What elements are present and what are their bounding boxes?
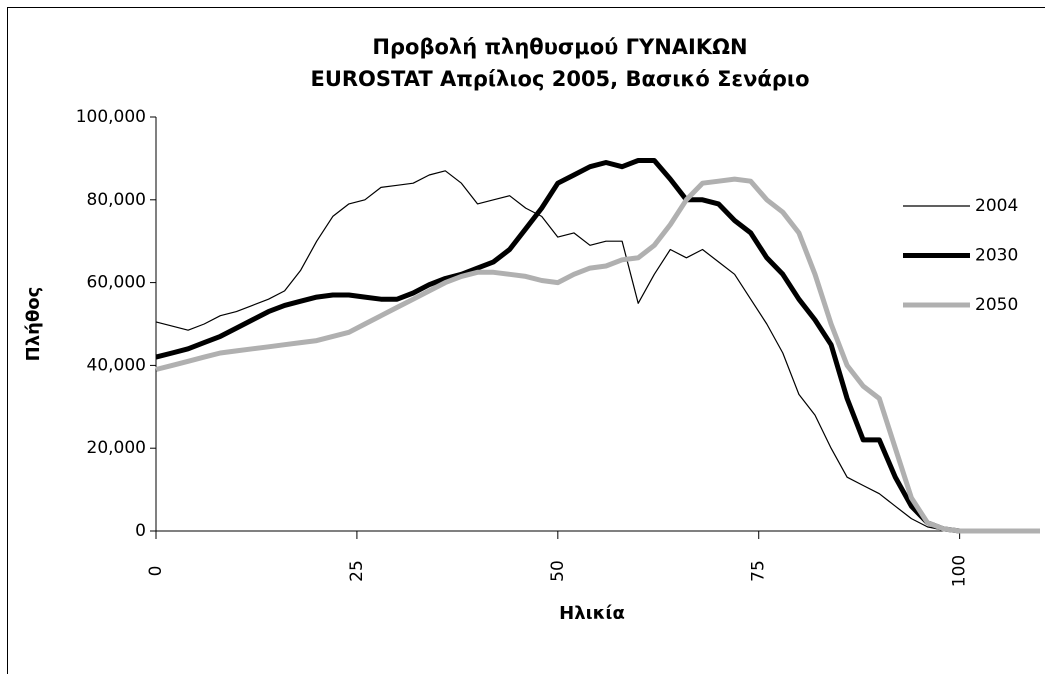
series-line (155, 158, 960, 534)
series-line (155, 170, 960, 532)
x-tick-label: 50 (548, 560, 568, 582)
y-tick-label: 40,000 (87, 355, 146, 375)
y-tick-label: 60,000 (87, 273, 146, 293)
x-axis-title: Ηλικία (559, 603, 625, 624)
y-tick-label: 0 (135, 521, 146, 541)
y-tick-label: 80,000 (87, 190, 146, 210)
x-tick-label: 100 (950, 555, 970, 587)
legend-label: 2050 (975, 295, 1018, 315)
chart-subtitle: EUROSTAT Απρίλιος 2005, Βασικό Σενάριο (310, 67, 809, 91)
series-line (155, 176, 1040, 534)
y-axis-title: Πλήθος (23, 287, 44, 362)
chart-frame (7, 7, 1045, 674)
x-tick-label: 25 (347, 560, 367, 582)
y-tick-label: 20,000 (87, 438, 146, 458)
legend-label: 2004 (975, 196, 1018, 216)
chart-title: Προβολή πληθυσμού ΓΥΝΑΙΚΩΝ (372, 35, 747, 59)
x-tick-label: 0 (146, 566, 166, 577)
x-tick-label: 75 (749, 560, 769, 582)
legend-label: 2030 (975, 246, 1018, 266)
y-tick-label: 100,000 (76, 107, 146, 127)
